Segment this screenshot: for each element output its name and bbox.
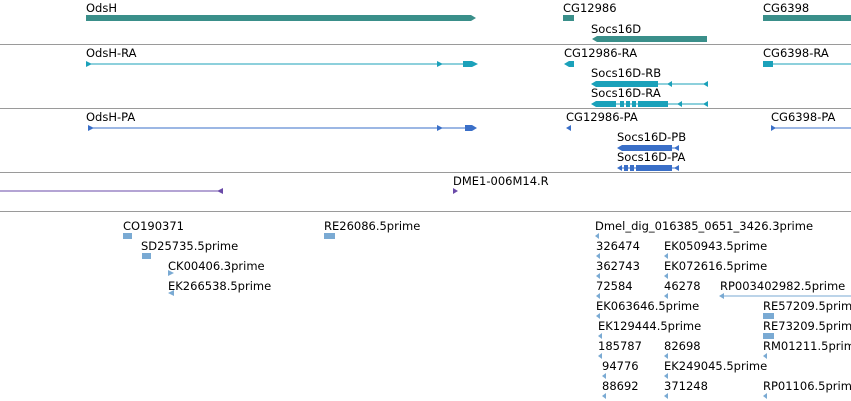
transcript-socs16d-ra[interactable] (591, 101, 708, 107)
est-label[interactable]: RP003402982.5prime (720, 279, 846, 293)
est-label[interactable]: 326474 (596, 239, 640, 253)
transcript-cg6398-ra[interactable] (763, 61, 851, 67)
est-label[interactable]: RE26086.5prime (324, 219, 421, 233)
gene-label-socs16d[interactable]: Socs16D (591, 22, 642, 36)
est-feature[interactable] (763, 393, 767, 399)
est-label[interactable]: 88692 (602, 379, 639, 393)
est-feature[interactable] (168, 270, 174, 276)
est-feature[interactable] (595, 233, 599, 239)
protein-label-odsh-pa[interactable]: OdsH-PA (86, 110, 136, 124)
est-feature[interactable] (763, 333, 774, 339)
est-feature[interactable] (602, 393, 606, 399)
transcript-cg12986-ra[interactable] (564, 61, 574, 67)
transcript-label-cg12986-ra[interactable]: CG12986-RA (564, 46, 638, 60)
clone-left-span[interactable] (0, 188, 223, 194)
est-feature[interactable] (123, 233, 132, 239)
est-feature[interactable] (596, 253, 600, 259)
protein-odsh-pa[interactable] (88, 125, 477, 131)
gene-odsh-bar[interactable] (86, 15, 476, 21)
est-label[interactable]: SD25735.5prime (141, 239, 239, 253)
transcript-features (86, 61, 851, 107)
est-label[interactable]: RM01211.5prime (763, 339, 851, 353)
est-label[interactable]: EK050943.5prime (664, 239, 768, 253)
transcript-socs16d-rb[interactable] (591, 81, 708, 87)
est-label[interactable]: RE57209.5prime (763, 299, 851, 313)
est-features (123, 233, 851, 399)
est-feature[interactable] (602, 373, 606, 379)
est-label[interactable]: RE73209.5prime (763, 319, 851, 333)
est-feature[interactable] (664, 373, 668, 379)
est-label[interactable]: CO190371 (123, 219, 184, 233)
gene-label-cg12986[interactable]: CG12986 (563, 1, 617, 15)
clone-label-dme1-006m14-r[interactable]: DME1-006M14.R (453, 174, 549, 188)
est-label[interactable]: 371248 (664, 379, 708, 393)
est-feature[interactable] (664, 293, 668, 299)
gene-label-cg6398[interactable]: CG6398 (763, 1, 810, 15)
gene-features (86, 15, 851, 42)
track-separator (0, 172, 851, 173)
gene-cg12986-bar[interactable] (563, 15, 574, 21)
est-label[interactable]: 46278 (664, 279, 701, 293)
track-separator (0, 211, 851, 212)
gene-socs16d-bar[interactable] (592, 36, 707, 42)
protein-socs16d-pb[interactable] (617, 145, 679, 151)
protein-cg12986-pa[interactable] (566, 125, 571, 131)
protein-label-cg6398-pa[interactable]: CG6398-PA (771, 110, 836, 124)
protein-socs16d-pa[interactable] (617, 165, 679, 171)
transcript-label-socs16d-rb[interactable]: Socs16D-RB (591, 66, 662, 80)
est-label[interactable]: EK266538.5prime (168, 279, 272, 293)
est-label[interactable]: EK249045.5prime (664, 359, 768, 373)
est-label[interactable]: 82698 (664, 339, 701, 353)
est-feature[interactable] (664, 353, 668, 359)
est-label[interactable]: RP01106.5prime (763, 379, 851, 393)
est-feature[interactable] (664, 273, 668, 279)
est-label[interactable]: EK063646.5prime (596, 299, 700, 313)
est-feature[interactable] (598, 353, 602, 359)
est-feature[interactable] (596, 293, 600, 299)
est-feature[interactable] (598, 333, 602, 339)
est-label[interactable]: CK00406.3prime (168, 259, 265, 273)
est-label[interactable]: 72584 (596, 279, 633, 293)
est-feature[interactable] (142, 253, 151, 259)
est-feature[interactable] (719, 293, 851, 299)
transcript-label-cg6398-ra[interactable]: CG6398-RA (763, 46, 829, 60)
est-feature[interactable] (664, 253, 668, 259)
est-label[interactable]: 94776 (602, 359, 639, 373)
track-separator (0, 108, 851, 109)
gene-label-odsh[interactable]: OdsH (86, 1, 117, 15)
protein-cg6398-pa[interactable] (771, 125, 851, 131)
protein-label-socs16d-pb[interactable]: Socs16D-PB (617, 130, 687, 144)
protein-label-cg12986-pa[interactable]: CG12986-PA (566, 110, 638, 124)
est-feature[interactable] (324, 233, 335, 239)
est-label[interactable]: 185787 (598, 339, 642, 353)
est-feature[interactable] (596, 313, 600, 319)
clone-features (0, 188, 458, 194)
est-label[interactable]: 362743 (596, 259, 640, 273)
track-separator (0, 44, 851, 45)
est-feature[interactable] (763, 313, 774, 319)
clone-dme1-006m14-r[interactable] (453, 188, 458, 194)
est-label[interactable]: Dmel_dig_016385_0651_3426.3prime (595, 219, 814, 233)
est-label[interactable]: EK129444.5prime (598, 319, 702, 333)
protein-label-socs16d-pa[interactable]: Socs16D-PA (617, 150, 686, 164)
gene-cg6398-bar[interactable] (763, 15, 851, 21)
est-feature[interactable] (596, 273, 600, 279)
protein-features (88, 125, 851, 171)
est-label[interactable]: EK072616.5prime (664, 259, 768, 273)
est-feature[interactable] (168, 290, 174, 296)
est-feature[interactable] (664, 393, 668, 399)
est-feature[interactable] (763, 353, 767, 359)
transcript-odsh-ra[interactable] (86, 61, 478, 67)
transcript-label-odsh-ra[interactable]: OdsH-RA (86, 46, 137, 60)
transcript-label-socs16d-ra[interactable]: Socs16D-RA (591, 86, 661, 100)
